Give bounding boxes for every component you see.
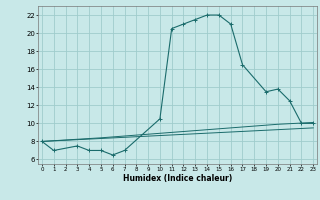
X-axis label: Humidex (Indice chaleur): Humidex (Indice chaleur) (123, 174, 232, 183)
